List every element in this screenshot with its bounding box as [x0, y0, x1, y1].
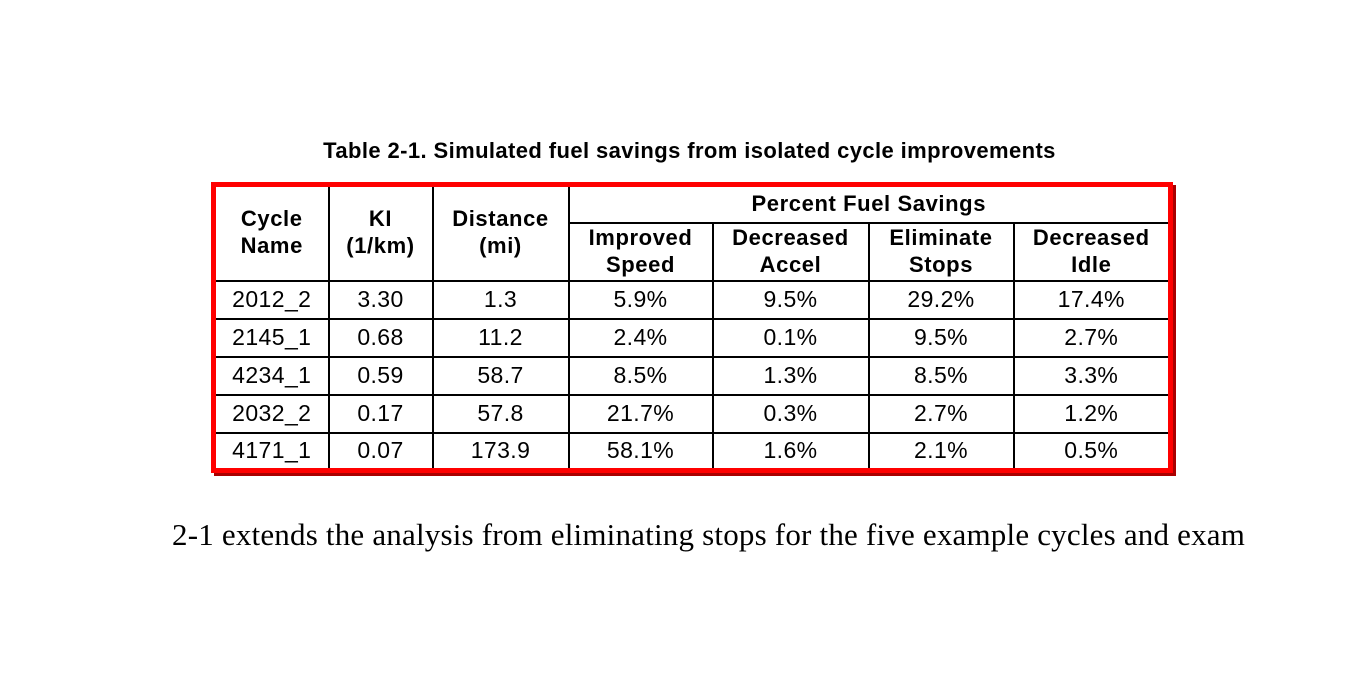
fuel-savings-table: Cycle Name KI (1/km) Distance (mi) Perce…: [211, 182, 1174, 473]
cell-distance: 173.9: [431, 431, 570, 472]
header-line: Accel: [759, 251, 822, 277]
header-line: Decreased: [1032, 224, 1150, 250]
cell-decreased-idle: 3.3%: [1012, 355, 1172, 396]
cell-decreased-accel: 1.6%: [711, 431, 870, 472]
header-cell-decreased-accel: Decreased Accel: [711, 221, 870, 282]
header-line: Improved: [588, 224, 693, 250]
header-cell-distance: Distance (mi): [431, 183, 570, 282]
cell-decreased-accel: 0.3%: [711, 393, 870, 434]
header-cell-percent-fuel-savings: Percent Fuel Savings: [567, 183, 1172, 224]
header-line: Decreased: [732, 224, 849, 250]
cell-decreased-idle: 2.7%: [1012, 317, 1172, 358]
cell-decreased-idle: 17.4%: [1012, 279, 1172, 320]
cell-distance: 1.3: [431, 279, 570, 320]
cell-eliminate-stops: 9.5%: [867, 317, 1015, 358]
cell-ki: 0.59: [327, 355, 434, 396]
table-caption: Table 2-1. Simulated fuel savings from i…: [323, 138, 1056, 163]
cell-ki: 3.30: [327, 279, 434, 320]
cell-cycle-name: 4234_1: [212, 355, 330, 396]
cell-improved-speed: 5.9%: [567, 279, 714, 320]
cell-decreased-accel: 0.1%: [711, 317, 870, 358]
header-cell-ki: KI (1/km): [327, 183, 434, 282]
header-line: (mi): [479, 233, 522, 259]
cell-distance: 57.8: [431, 393, 570, 434]
cell-decreased-accel: 1.3%: [711, 355, 870, 396]
cell-eliminate-stops: 8.5%: [867, 355, 1015, 396]
cell-decreased-accel: 9.5%: [711, 279, 870, 320]
cell-improved-speed: 2.4%: [567, 317, 714, 358]
header-line: Cycle: [240, 206, 303, 232]
header-row-group: Cycle Name KI (1/km) Distance (mi) Perce…: [212, 183, 1172, 282]
cell-cycle-name: 2012_2: [212, 279, 330, 320]
header-line: KI: [368, 206, 393, 232]
cell-ki: 0.68: [327, 317, 434, 358]
cell-eliminate-stops: 2.1%: [867, 431, 1015, 472]
cell-distance: 11.2: [431, 317, 570, 358]
cell-cycle-name: 2145_1: [212, 317, 330, 358]
cell-improved-speed: 21.7%: [567, 393, 714, 434]
cell-improved-speed: 58.1%: [567, 431, 714, 472]
header-cell-cycle-name: Cycle Name: [212, 183, 330, 282]
cell-eliminate-stops: 29.2%: [867, 279, 1015, 320]
header-line: Idle: [1071, 251, 1112, 277]
cell-distance: 58.7: [431, 355, 570, 396]
header-line: (1/km): [346, 233, 415, 259]
cell-decreased-idle: 0.5%: [1012, 431, 1172, 472]
header-cell-eliminate-stops: Eliminate Stops: [867, 221, 1015, 282]
header-line: Distance: [452, 206, 549, 232]
cell-ki: 0.07: [327, 431, 434, 472]
header-line: Eliminate: [889, 224, 993, 250]
header-cell-improved-speed: Improved Speed: [567, 221, 714, 282]
cell-improved-speed: 8.5%: [567, 355, 714, 396]
header-cell-decreased-idle: Decreased Idle: [1012, 221, 1172, 282]
table-row: 4171_1 0.07 173.9 58.1% 1.6% 2.1% 0.5%: [212, 431, 1172, 472]
cell-ki: 0.17: [327, 393, 434, 434]
table-row: 2145_1 0.68 11.2 2.4% 0.1% 9.5% 2.7%: [212, 317, 1172, 358]
header-line: Name: [240, 233, 303, 259]
cell-eliminate-stops: 2.7%: [867, 393, 1015, 434]
table-row: 2012_2 3.30 1.3 5.9% 9.5% 29.2% 17.4%: [212, 279, 1172, 320]
cell-cycle-name: 2032_2: [212, 393, 330, 434]
table-row: 4234_1 0.59 58.7 8.5% 1.3% 8.5% 3.3%: [212, 355, 1172, 396]
header-line: Speed: [605, 251, 676, 277]
cell-cycle-name: 4171_1: [212, 431, 330, 472]
header-line: Stops: [908, 251, 974, 277]
body-text: 2-1 extends the analysis from eliminatin…: [172, 517, 1246, 552]
header-row-sub: Improved Speed Decreased Accel Eliminate…: [214, 221, 1172, 282]
table-row: 2032_2 0.17 57.8 21.7% 0.3% 2.7% 1.2%: [212, 393, 1172, 434]
cell-decreased-idle: 1.2%: [1012, 393, 1172, 434]
